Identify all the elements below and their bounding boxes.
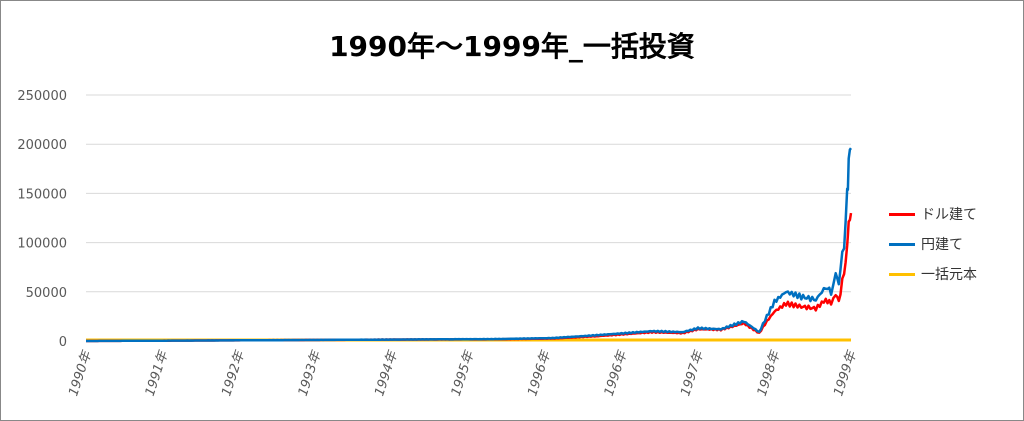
series-line-yen <box>86 147 852 343</box>
legend-item-principal: 一括元本 <box>889 264 977 284</box>
y-tick-label: 250000 <box>17 89 67 104</box>
x-tick-label: 1996年 <box>525 348 554 398</box>
legend-label: ドル建て <box>921 207 977 223</box>
x-tick-label: 1995年 <box>449 348 478 398</box>
x-tick-label: 1998年 <box>755 348 784 398</box>
x-tick-label: 1991年 <box>143 348 172 398</box>
legend-label: 一括元本 <box>921 267 977 283</box>
x-tick-label: 1999年 <box>831 348 860 398</box>
x-tick-label: 1993年 <box>296 348 325 398</box>
legend-label: 円建て <box>921 237 963 253</box>
y-tick-label: 0 <box>59 335 67 350</box>
chart-title: 1990年～1999年_一括投資 <box>329 30 695 63</box>
legend-item-yen: 円建て <box>889 234 963 254</box>
series-line-dollar <box>86 212 853 343</box>
legend-item-dollar: ドル建て <box>889 204 977 224</box>
x-tick-label: 1996年 <box>602 348 631 398</box>
x-tick-label: 1997年 <box>678 348 707 398</box>
y-tick-label: 50000 <box>26 286 67 301</box>
y-tick-label: 150000 <box>17 187 67 202</box>
legend-swatch <box>889 242 915 246</box>
x-tick-label: 1992年 <box>219 348 248 398</box>
y-tick-label: 200000 <box>17 138 67 153</box>
legend-swatch <box>889 272 915 276</box>
legend-swatch <box>889 212 915 216</box>
x-tick-label: 1990年 <box>66 348 95 398</box>
y-tick-label: 100000 <box>17 237 67 252</box>
x-tick-label: 1994年 <box>372 348 401 398</box>
